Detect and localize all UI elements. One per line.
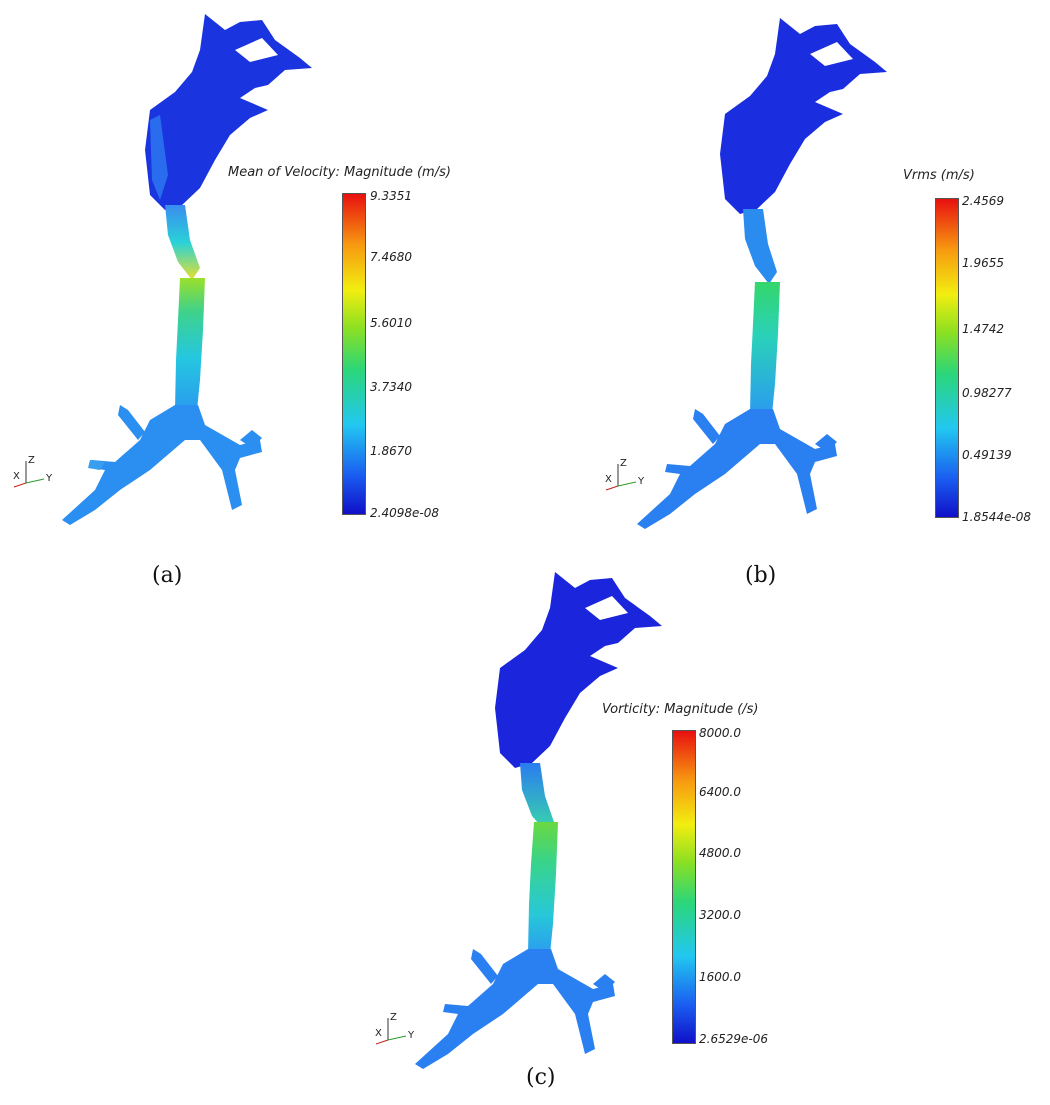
colorbar-tick: 6400.0 — [699, 785, 741, 799]
pharynx — [743, 209, 777, 284]
nasal-cavity — [145, 14, 312, 210]
axes-triad-icon: Z X Y — [375, 1012, 415, 1045]
colorbar-tick: 1.9655 — [962, 256, 1004, 270]
colorbar-tick: 7.4680 — [370, 250, 412, 264]
colorbar-tick: 0.98277 — [962, 386, 1012, 400]
trachea — [175, 278, 205, 410]
bronchi — [415, 949, 615, 1069]
colorbar-tick: 1.8670 — [370, 444, 412, 458]
colorbar-tick: 1600.0 — [699, 970, 741, 984]
airway-geometry-a — [62, 14, 312, 525]
axes-triad-icon: Z X Y — [13, 455, 53, 488]
colorbar-tick: 2.6529e-06 — [699, 1032, 768, 1046]
colorbar-tick: 8000.0 — [699, 726, 741, 740]
nasal-cavity — [720, 18, 887, 214]
nasal-cavity — [495, 572, 662, 768]
colorbar-tick: 5.6010 — [370, 316, 412, 330]
axis-label-z: Z — [620, 458, 627, 469]
colorbar-tick: 1.8544e-08 — [962, 510, 1031, 524]
airway-geometry-c — [415, 572, 662, 1069]
panel-caption: (c) — [526, 1065, 556, 1090]
colorbar-tick: 4800.0 — [699, 846, 741, 860]
colorbar-tick: 9.3351 — [370, 189, 412, 203]
panel-c: Z X Y Vorticity: Magnitude (/s) 8000.0 6… — [300, 560, 825, 1105]
axis-label-y: Y — [637, 476, 645, 487]
axis-label-x: X — [375, 1028, 382, 1039]
axis-label-y: Y — [407, 1030, 415, 1041]
pharynx — [165, 205, 200, 280]
colorbar-title: Vorticity: Magnitude (/s) — [602, 702, 759, 717]
colorbar-tick: 1.4742 — [962, 322, 1004, 336]
axis-label-x: X — [605, 474, 612, 485]
axes-triad-icon: Z X Y — [605, 458, 645, 491]
panel-caption: (a) — [152, 563, 183, 588]
panel-a: Z X Y Mean of Velocity: Magnitude (m/s) … — [0, 0, 525, 600]
colorbar-tick: 3.7340 — [370, 380, 412, 394]
colorbar-legend — [672, 730, 696, 1044]
colorbar-tick: 2.4569 — [962, 194, 1004, 208]
axis-label-z: Z — [28, 455, 35, 466]
colorbar-legend — [342, 193, 366, 515]
colorbar-title: Vrms (m/s) — [903, 168, 975, 183]
axis-label-x: X — [13, 471, 20, 482]
panel-caption: (b) — [745, 563, 777, 588]
colorbar-tick: 3200.0 — [699, 908, 741, 922]
airway-geometry-b — [637, 18, 887, 529]
colorbar-tick: 2.4098e-08 — [370, 506, 439, 520]
axis-label-z: Z — [390, 1012, 397, 1023]
colorbar-title: Mean of Velocity: Magnitude (m/s) — [228, 165, 451, 180]
pharynx — [520, 763, 554, 832]
axis-label-y: Y — [45, 473, 53, 484]
bronchi — [62, 405, 262, 525]
colorbar-tick: 0.49139 — [962, 448, 1012, 462]
panel-b: Z X Y Vrms (m/s) 2.4569 1.9655 1.4742 0.… — [525, 0, 1050, 600]
colorbar-legend — [935, 198, 959, 518]
trachea — [528, 822, 558, 954]
trachea — [750, 282, 780, 414]
bronchi — [637, 409, 837, 529]
